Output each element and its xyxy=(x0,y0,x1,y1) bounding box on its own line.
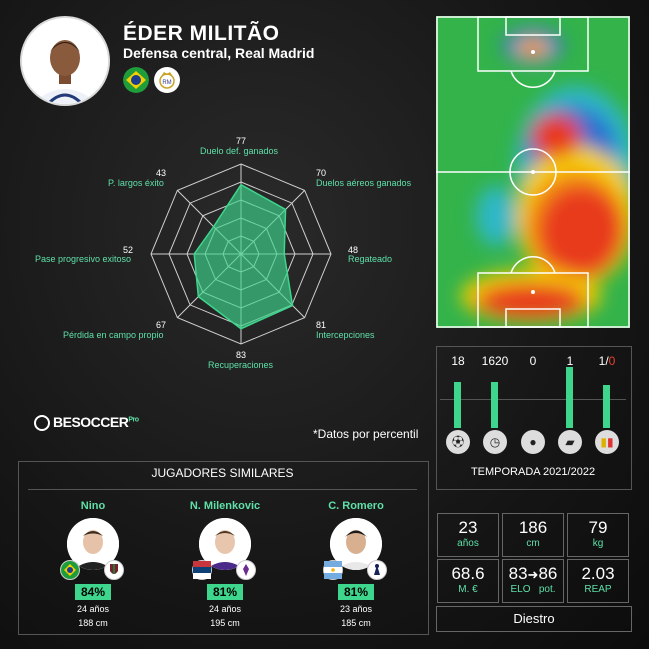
boot-icon: ▰ xyxy=(558,430,582,454)
serbia-flag-icon xyxy=(192,560,212,580)
divider xyxy=(28,489,417,490)
radar-value-7: 43 xyxy=(156,168,167,178)
stat-bar-matches xyxy=(454,382,461,428)
argentina-flag-icon xyxy=(323,560,343,580)
radar-label-5: Pérdida en campo propio xyxy=(63,330,164,340)
radar-label-0: Duelo def. ganados xyxy=(200,146,279,156)
stat-yellow-cards: 1/ xyxy=(598,354,609,368)
similar-player-age: 24 años xyxy=(76,604,110,614)
brazil-flag-icon xyxy=(123,67,149,93)
besoccer-logo: BESOCCERPro xyxy=(34,414,139,432)
ball-icon: ● xyxy=(521,430,545,454)
similarity-badge: 81% xyxy=(338,584,374,600)
age-cell: 23 años xyxy=(437,513,499,557)
heatmap xyxy=(436,16,630,328)
radar-chart xyxy=(150,163,332,345)
radar-value-3: 81 xyxy=(316,320,327,330)
similar-players-title: JUGADORES SIMILARES xyxy=(151,466,294,480)
reap-cell: 2.03 REAP xyxy=(567,559,629,603)
similar-player-height: 185 cm xyxy=(341,618,371,628)
svg-text:RM: RM xyxy=(162,80,171,86)
preferred-foot: Diestro xyxy=(436,606,632,632)
stat-red-cards: 0 xyxy=(608,354,616,368)
real-madrid-logo-icon: RM xyxy=(154,67,180,93)
player-avatar xyxy=(20,16,110,106)
player-role: Defensa central, Real Madrid xyxy=(123,45,315,61)
similar-player-name: N. Milenkovic xyxy=(189,500,261,512)
elo-cell: 83➜86 ELO pot. xyxy=(502,559,564,603)
radar-value-6: 52 xyxy=(123,245,134,255)
stat-bar-assists xyxy=(566,367,573,428)
similar-player-age: 23 años xyxy=(339,604,373,614)
similarity-badge: 81% xyxy=(207,584,243,600)
similar-player-height: 188 cm xyxy=(78,618,108,628)
radar-shape xyxy=(193,183,294,330)
stat-bar-minutes xyxy=(491,382,498,428)
radar-value-0: 77 xyxy=(236,136,247,146)
radar-label-1: Duelos aéreos ganados xyxy=(316,178,412,188)
stats-baseline xyxy=(440,399,626,400)
radar-label-2: Regateado xyxy=(348,254,393,264)
market-value-cell: 68.6 M. € xyxy=(437,559,499,603)
season-stats-panel xyxy=(436,346,632,490)
fiorentina-logo-icon xyxy=(236,560,256,580)
arrow-right-icon: ➜ xyxy=(527,567,539,582)
besoccer-logo-icon xyxy=(34,415,50,432)
height-cell: 186 cm xyxy=(502,513,564,557)
similar-players-panel xyxy=(18,461,429,635)
percentile-note: *Datos por percentil xyxy=(313,427,419,441)
similar-player-height: 195 cm xyxy=(210,618,240,628)
similar-player-age: 24 años xyxy=(208,604,242,614)
stat-bar-cards xyxy=(603,385,610,428)
similarity-badge: 84% xyxy=(75,584,111,600)
radar-label-7: P. largos éxito xyxy=(108,178,164,188)
cards-icon: ▮▮ xyxy=(595,430,619,454)
clock-icon: ◷ xyxy=(483,430,507,454)
fluminense-logo-icon xyxy=(104,560,124,580)
similar-player-name: C. Romero xyxy=(328,500,384,512)
stat-goals: 0 xyxy=(529,354,537,368)
player-kicking-icon: ⚽︎ xyxy=(446,430,470,454)
radar-value-1: 70 xyxy=(316,168,327,178)
radar-value-4: 83 xyxy=(236,350,247,360)
radar-label-3: Intercepciones xyxy=(316,330,375,340)
stat-cards: 1/0 xyxy=(589,354,625,368)
stat-matches: 18 xyxy=(451,354,465,368)
radar-value-5: 67 xyxy=(156,320,167,330)
stat-minutes: 1620 xyxy=(481,354,509,368)
radar-value-2: 48 xyxy=(348,245,359,255)
brazil-flag-icon xyxy=(60,560,80,580)
radar-label-4: Recuperaciones xyxy=(208,360,274,370)
radar-label-6: Pase progresivo exitoso xyxy=(35,254,132,264)
player-name: ÉDER MILITÃO xyxy=(123,22,280,45)
stat-assists: 1 xyxy=(566,354,574,368)
weight-cell: 79 kg xyxy=(567,513,629,557)
similar-player-name: Nino xyxy=(80,500,106,512)
season-label: TEMPORADA 2021/2022 xyxy=(470,466,596,478)
tottenham-logo-icon xyxy=(367,560,387,580)
